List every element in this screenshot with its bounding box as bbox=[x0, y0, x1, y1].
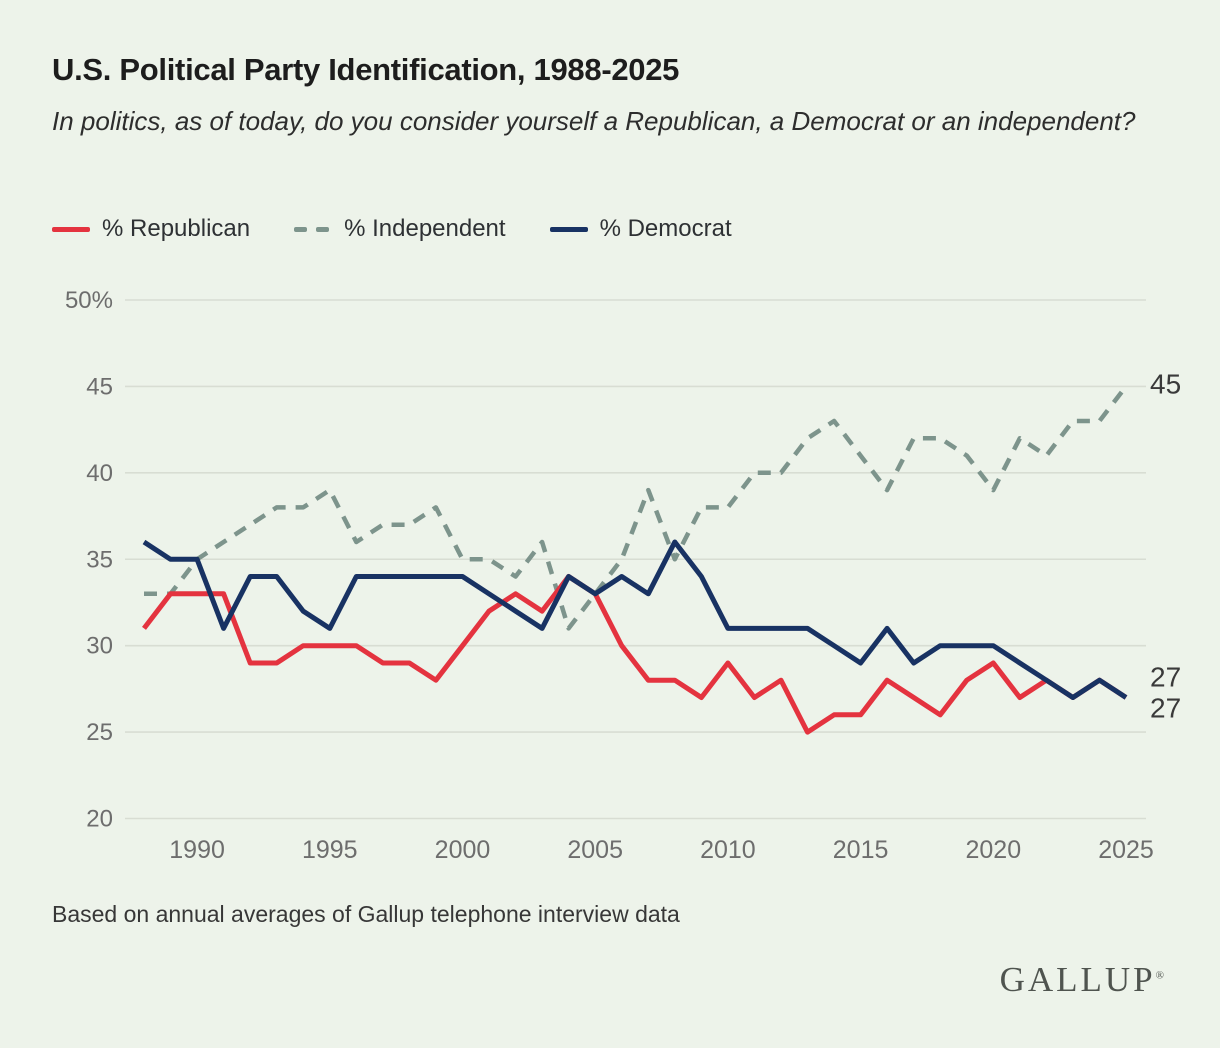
republican-line bbox=[142, 574, 1128, 735]
x-axis-tick-label: 2010 bbox=[700, 836, 756, 864]
y-axis-tick-labels: 50% 45 40 35 30 25 20 bbox=[65, 287, 113, 833]
republican-line-swatch bbox=[52, 226, 90, 232]
democrat-line bbox=[142, 539, 1128, 700]
end-label-republican: 27 bbox=[1150, 693, 1181, 724]
y-axis-tick-label: 25 bbox=[86, 719, 113, 746]
chart-header: U.S. Political Party Identification, 198… bbox=[52, 0, 1172, 140]
independent-line-swatch bbox=[294, 226, 332, 232]
y-axis-tick-label: 45 bbox=[86, 373, 113, 400]
gridlines bbox=[125, 299, 1146, 820]
legend-item-republican: % Republican bbox=[52, 215, 250, 243]
x-axis-tick-label: 1995 bbox=[302, 836, 358, 864]
y-axis-tick-label: 20 bbox=[86, 806, 113, 833]
legend-label-democrat: % Democrat bbox=[599, 215, 732, 242]
registered-trademark-icon: ® bbox=[1155, 969, 1164, 982]
y-axis-tick-label: 30 bbox=[86, 633, 113, 660]
end-label-democrat: 27 bbox=[1150, 662, 1181, 693]
page-title: U.S. Political Party Identification, 198… bbox=[52, 52, 680, 87]
legend-label-independent: % Independent bbox=[344, 215, 506, 242]
x-axis-tick-labels: 1990 1995 2000 2005 2010 2015 2020 2025 bbox=[169, 836, 1154, 864]
gallup-logo: GALLUP® bbox=[999, 960, 1164, 999]
independent-line bbox=[144, 385, 1128, 631]
source-note: Based on annual averages of Gallup telep… bbox=[52, 901, 680, 927]
legend-item-independent: % Independent bbox=[294, 215, 506, 243]
chart-legend: % Republican % Independent % Democrat bbox=[52, 215, 732, 243]
y-axis-tick-label: 50% bbox=[65, 287, 113, 314]
y-axis-tick-label: 35 bbox=[86, 546, 113, 573]
chart-subtitle: In politics, as of today, do you conside… bbox=[52, 106, 1136, 136]
x-axis-tick-label: 2000 bbox=[435, 836, 491, 864]
x-axis-tick-label: 2025 bbox=[1098, 836, 1154, 864]
x-axis-tick-label: 2015 bbox=[833, 836, 889, 864]
end-label-independent: 45 bbox=[1150, 368, 1181, 399]
x-axis-tick-label: 2005 bbox=[567, 836, 623, 864]
legend-label-republican: % Republican bbox=[102, 215, 251, 242]
y-axis-tick-label: 40 bbox=[86, 460, 113, 487]
democrat-line-swatch bbox=[549, 226, 588, 232]
legend-item-democrat: % Democrat bbox=[549, 215, 732, 243]
x-axis-tick-label: 2020 bbox=[965, 836, 1021, 864]
x-axis-tick-label: 1990 bbox=[169, 836, 225, 864]
